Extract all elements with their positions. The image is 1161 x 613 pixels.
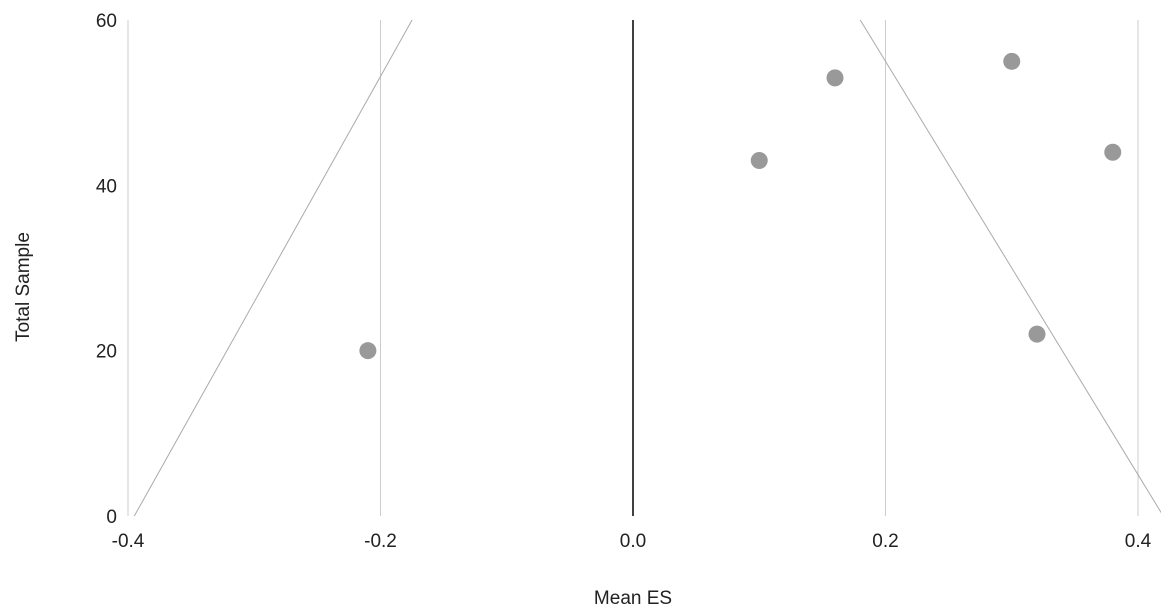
y-tick-label: 20: [96, 342, 117, 363]
gridlines: [127, 20, 1139, 516]
x-tick-label: 0.4: [1125, 531, 1152, 552]
data-point: [1028, 325, 1046, 343]
y-tick-label: 0: [106, 507, 117, 528]
y-tick-label: 40: [96, 176, 117, 197]
data-points: [359, 52, 1122, 360]
y-axis-title: Total Sample: [13, 232, 34, 342]
funnel-line: [133, 19, 413, 517]
x-tick-label: -0.4: [112, 531, 145, 552]
data-point: [750, 152, 768, 170]
x-axis-title: Mean ES: [594, 588, 672, 609]
data-point: [1003, 52, 1021, 70]
data-point: [359, 342, 377, 360]
funnel-lines: [133, 19, 1161, 517]
tick-labels: -0.4 -0.2 0.0 0.2 0.4 0 20 40 60: [96, 11, 1152, 552]
x-tick-label: 0.0: [620, 531, 646, 552]
data-point: [826, 69, 844, 87]
x-tick-label: 0.2: [872, 531, 898, 552]
funnel-line: [859, 19, 1161, 514]
y-tick-label: 60: [96, 11, 117, 32]
x-tick-label: -0.2: [364, 531, 397, 552]
data-point: [1104, 143, 1122, 161]
